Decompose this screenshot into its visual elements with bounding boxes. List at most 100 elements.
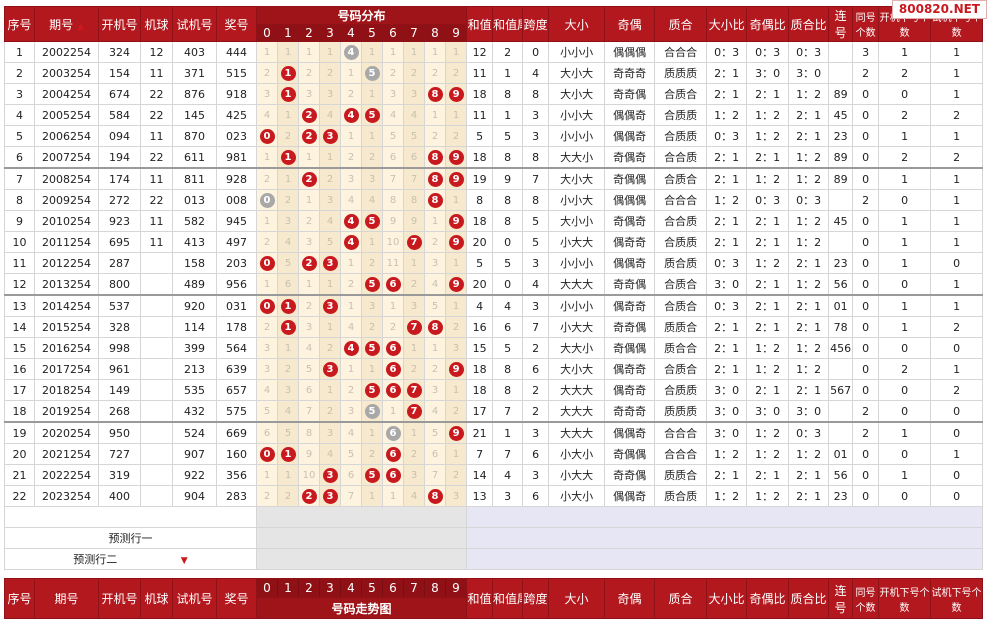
dist-cell-5: 2 [361,316,383,338]
cell-period: 2020254 [34,421,99,444]
cell-seq: 4 [4,104,35,126]
dist-cell-9: 3 [444,485,468,507]
cell-machine [140,358,173,380]
cell-open-next: 0 [878,337,932,359]
cell-size: 小小小 [548,252,606,274]
number-ball: 5 [364,276,380,292]
dist-cell-5: 5 [361,62,383,84]
cell-size: 大小大 [548,167,606,190]
cell-pc-ratio: 0：3 [788,189,830,211]
cell-size-ratio: 2：1 [706,464,748,486]
number-ball: 3 [322,488,338,504]
number-ball: 6 [385,276,401,292]
digit-header-2: 2 [298,24,320,42]
dist-cell-0: 2 [256,62,278,84]
dist-cell-0: 0 [256,443,278,465]
dist-cell-9: 1 [444,379,468,401]
number-ball: 4 [343,213,359,229]
dist-cell-0: 0 [256,294,278,317]
dist-cell-4: 4 [340,210,362,232]
cell-trial: 158 [172,252,217,274]
cell-seq: 20 [4,443,35,465]
cell-pc-ratio: 2：1 [788,485,830,507]
dist-cell-0: 1 [256,41,278,63]
cell-odd-even: 偶偶偶 [604,189,656,211]
number-ball: 7 [406,234,422,250]
dist-cell-0: 2 [256,316,278,338]
dist-cell-6: 8 [382,189,404,211]
cell-trial-next: 1 [930,358,984,380]
dist-cell-5: 5 [361,400,383,423]
cell-same: 0 [852,337,880,359]
dist-cell-8: 2 [424,62,446,84]
dist-cell-9: 2 [444,125,468,147]
dist-cell-1: 1 [277,146,299,169]
table-row: 21 2022254 319 922 356 1 1 10 3 6 5 6 3 7 2 14 4 3 小大大 奇奇偶质… [4,464,984,486]
number-ball: 3 [322,467,338,483]
cell-odd-even: 偶偶奇 [604,125,656,147]
cell-same: 0 [852,358,880,380]
foot-trial: 试机号 [172,578,217,619]
cell-trial-next: 0 [930,337,984,359]
dist-cell-7: 9 [403,210,425,232]
cell-sum-tail: 0 [492,273,524,296]
cell-trial-next: 1 [930,167,984,190]
dist-cell-8: 1 [424,337,446,359]
col-period[interactable]: 期号 ▲ [34,6,99,42]
cell-oe-ratio: 2：1 [746,294,790,317]
number-ball: 5 [364,403,380,419]
arrow-down-icon[interactable]: ▼ [180,556,188,566]
cell-size: 小大小 [548,443,606,465]
dist-cell-4: 2 [340,273,362,296]
cell-span: 6 [522,443,550,465]
cell-open: 272 [98,189,141,211]
cell-prize: 178 [216,316,257,338]
foot-digit-3: 3 [320,579,341,597]
cell-size: 小小大 [548,189,606,211]
cell-odd-even: 奇偶偶 [604,337,656,359]
cell-prime: 质质合 [654,464,708,486]
cell-machine: 22 [140,83,173,105]
cell-seq: 14 [4,316,35,338]
digit-header-8: 8 [424,24,446,42]
dist-cell-9: 2 [444,464,468,486]
cell-oe-ratio: 0：3 [746,41,790,63]
cell-trial-next: 2 [930,104,984,126]
cell-size-ratio: 0：3 [706,125,748,147]
cell-consec: 23 [828,485,854,507]
cell-same: 0 [852,146,880,169]
cell-prize: 515 [216,62,257,84]
cell-oe-ratio: 2：1 [746,83,790,105]
sort-arrow-icon[interactable]: ▲ [76,21,84,32]
cell-consec: 89 [828,167,854,190]
cell-sum-tail: 3 [492,485,524,507]
foot-digit-8: 8 [425,579,446,597]
number-ball: 7 [406,403,422,419]
digit-header-5: 5 [361,24,383,42]
cell-seq: 15 [4,337,35,359]
cell-open-next: 1 [878,316,932,338]
cell-period: 2009254 [34,189,99,211]
cell-trial-next: 2 [930,379,984,401]
dist-cell-5: 5 [361,337,383,359]
number-ball: 9 [448,171,464,187]
table-row: 12 2013254 800 489 956 1 6 1 1 2 5 6 2 4 9 20 0 4 大大大 奇奇偶 合质… [4,273,984,296]
cell-trial-next: 1 [930,41,984,63]
number-ball: 6 [385,361,401,377]
dist-cell-2: 1 [298,189,320,211]
dist-cell-7: 7 [403,167,425,190]
dist-cell-7: 2 [403,358,425,380]
cell-prime: 质质质 [654,62,708,84]
cell-sum-tail: 2 [492,41,524,63]
dist-cell-0: 4 [256,379,278,401]
cell-odd-even: 奇奇奇 [604,62,656,84]
cell-period: 2002254 [34,41,99,63]
cell-open: 950 [98,421,141,444]
cell-size-ratio: 2：1 [706,316,748,338]
cell-odd-even: 偶奇奇 [604,379,656,401]
dist-cell-2: 1 [298,41,320,63]
cell-same: 2 [852,62,880,84]
cell-sum: 15 [466,337,494,359]
cell-odd-even: 奇奇偶 [604,83,656,105]
